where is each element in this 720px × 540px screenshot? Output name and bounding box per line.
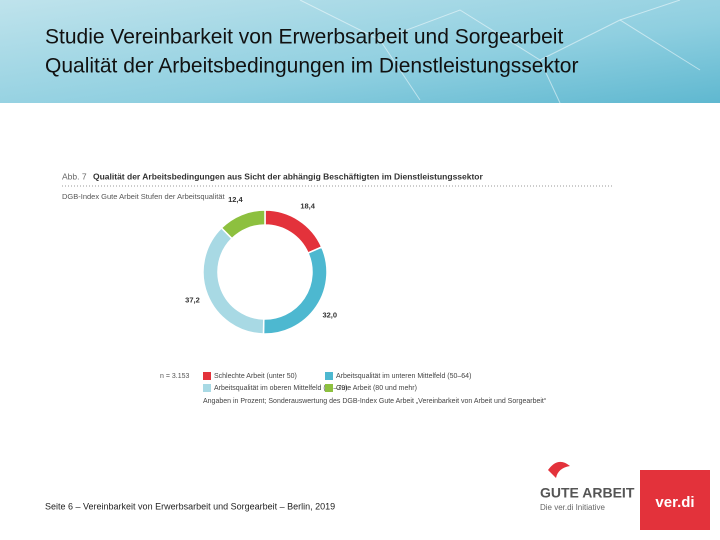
donut-slice — [220, 209, 266, 240]
legend-label: Arbeitsqualität im oberen Mittelfeld (65… — [214, 385, 347, 392]
legend-label: Gute Arbeit (80 und mehr) — [336, 385, 417, 392]
network-decor — [299, 0, 701, 104]
value-label: 18,4 — [300, 202, 315, 211]
logo-title: GUTE ARBEIT — [540, 485, 635, 501]
legend-swatch — [325, 372, 333, 380]
footer-text: Seite 6 – Vereinbarkeit von Erwerbsarbei… — [45, 501, 335, 511]
slide-title: Studie Vereinbarkeit von Erwerbsarbeit u… — [45, 26, 563, 49]
figure-label: Abb. 7 — [62, 171, 87, 181]
chart-note: Angaben in Prozent; Sonderauswertung des… — [203, 398, 547, 405]
chart-subtitle: DGB-Index Gute Arbeit Stufen der Arbeits… — [62, 192, 226, 201]
value-label: 32,0 — [322, 310, 337, 319]
logo-subtitle: Die ver.di Initiative — [540, 503, 605, 512]
legend-swatch — [203, 372, 211, 380]
legend-swatch — [325, 384, 333, 392]
donut-slice — [262, 246, 328, 335]
logo-mark — [548, 461, 570, 478]
donut-slice — [202, 226, 265, 335]
brand-box — [640, 470, 710, 530]
legend-label: Schlechte Arbeit (unter 50) — [214, 373, 297, 380]
value-label: 37,2 — [185, 296, 200, 305]
donut-slice — [264, 209, 323, 255]
value-label: 12,4 — [228, 195, 243, 204]
brand-text: ver.di — [655, 494, 694, 511]
slide-subtitle: Qualität der Arbeitsbedingungen im Diens… — [45, 55, 578, 78]
chart-title: Qualität der Arbeitsbedingungen aus Sich… — [93, 171, 483, 181]
sample-size: n = 3.153 — [160, 373, 189, 380]
header-band — [0, 0, 720, 103]
legend-swatch — [203, 384, 211, 392]
legend-label: Arbeitsqualität im unteren Mittelfeld (5… — [336, 373, 471, 380]
